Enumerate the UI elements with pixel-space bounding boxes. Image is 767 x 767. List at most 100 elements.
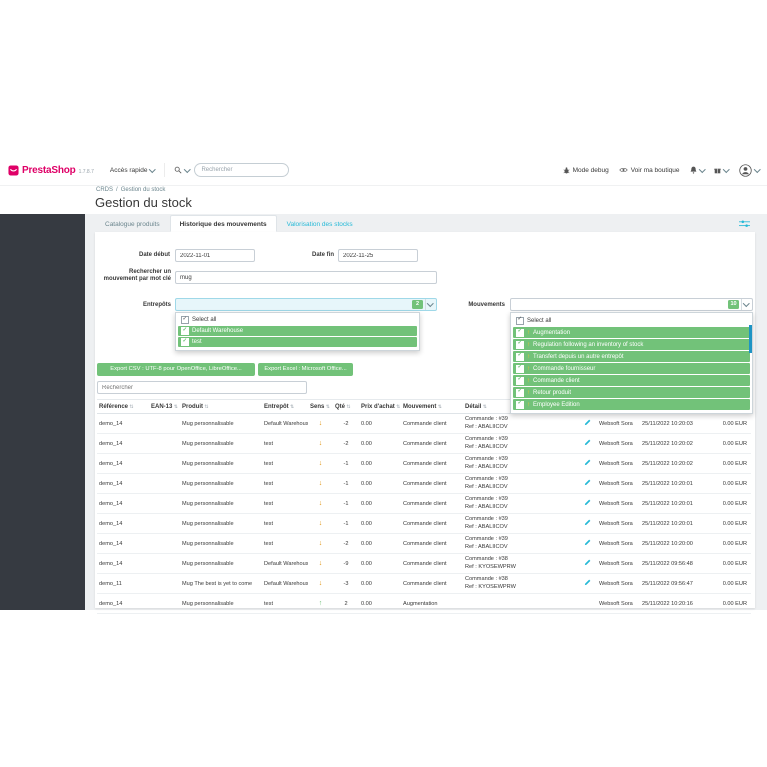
date-start-input[interactable] (175, 249, 255, 262)
column-header[interactable]: Référence (97, 400, 149, 414)
table-row[interactable]: demo_14 Mug personnalisable test -1 0.00… (97, 494, 751, 514)
warehouses-multiselect[interactable]: 2 (175, 298, 437, 311)
dropdown-scrollbar[interactable] (749, 325, 752, 353)
edit-pencil-icon[interactable] (584, 419, 591, 426)
cell-movement: Commande client (401, 554, 463, 574)
table-row[interactable]: demo_14 Mug personnalisable test -1 0.00… (97, 454, 751, 474)
table-row[interactable]: demo_14 Mug personnalisable test 2 0.00 … (97, 594, 751, 614)
column-header[interactable]: EAN-13 (149, 400, 180, 414)
table-row[interactable]: demo_14 Mug personnalisable Default Ware… (97, 554, 751, 574)
table-row[interactable]: demo_14 Mug personnalisable test -1 0.00… (97, 474, 751, 494)
detail-reference: Ref : ABALIICOV (465, 444, 580, 451)
column-header[interactable]: Mouvement (401, 400, 463, 414)
account-menu-button[interactable] (739, 164, 760, 177)
movements-caret-button[interactable] (741, 299, 751, 310)
chevron-down-icon (150, 166, 156, 172)
stock-tabs: Catalogue produits Historique des mouvem… (95, 215, 755, 232)
table-row[interactable]: demo_14 Mug personnalisable test -1 0.00… (97, 514, 751, 534)
movement-option[interactable]: Employee Edition (513, 399, 750, 410)
table-search-input[interactable] (97, 381, 307, 394)
cell-quantity: -1 (333, 454, 359, 474)
debug-mode-button[interactable]: Mode debug (563, 167, 609, 174)
warehouse-option[interactable]: test (178, 337, 417, 347)
cell-movement: Commande client (401, 434, 463, 454)
breadcrumb-section[interactable]: CRDS (96, 187, 113, 193)
warehouses-caret-button[interactable] (425, 299, 435, 310)
edit-pencil-icon[interactable] (584, 519, 591, 526)
movement-option[interactable]: Regulation following an inventory of sto… (513, 339, 750, 350)
cell-reference: demo_14 (97, 494, 149, 514)
direction-arrow-icon (319, 540, 323, 547)
checkbox-checked-icon[interactable] (516, 317, 524, 325)
cell-warehouse: Default Warehouse (262, 574, 308, 594)
movement-option[interactable]: Commande fournisseur (513, 363, 750, 374)
movement-option[interactable]: Retour produit (513, 387, 750, 398)
warehouse-option[interactable]: Select all (178, 315, 417, 325)
edit-pencil-icon[interactable] (584, 479, 591, 486)
cell-reference: demo_11 (97, 574, 149, 594)
edit-pencil-icon[interactable] (584, 539, 591, 546)
column-header[interactable]: Prix d'achat (359, 400, 401, 414)
cell-employee: Websoft Sora (597, 434, 640, 454)
cell-quantity: -3 (333, 574, 359, 594)
cell-employee: Websoft Sora (597, 514, 640, 534)
export-excel-button[interactable]: Export Excel : Microsoft Office... (258, 363, 353, 376)
column-header[interactable]: Produit (180, 400, 262, 414)
prestashop-logo-icon (8, 165, 19, 176)
global-search-input[interactable]: Rechercher (194, 163, 289, 177)
edit-pencil-icon[interactable] (584, 559, 591, 566)
movement-option-label: Augmentation (533, 330, 570, 336)
checkbox-checked-icon[interactable] (516, 365, 524, 373)
edit-pencil-icon[interactable] (584, 459, 591, 466)
column-header[interactable]: Entrepôt (262, 400, 308, 414)
tab[interactable]: Historique des mouvements (170, 215, 277, 232)
column-header[interactable]: Qté (333, 400, 359, 414)
checkbox-checked-icon[interactable] (516, 353, 524, 361)
cell-edit (582, 414, 597, 434)
cell-direction (308, 574, 333, 594)
edit-pencil-icon[interactable] (584, 579, 591, 586)
warehouse-option[interactable]: Default Warehouse (178, 326, 417, 336)
checkbox-checked-icon[interactable] (181, 316, 189, 324)
detail-order: Commande : #39 (465, 416, 580, 423)
announcements-button[interactable] (714, 167, 729, 174)
checkbox-checked-icon[interactable] (516, 341, 524, 349)
table-row[interactable]: demo_14 Mug personnalisable test -2 0.00… (97, 534, 751, 554)
tab[interactable]: Catalogue produits (95, 215, 170, 232)
cell-product: Mug The best is yet to come (180, 574, 262, 594)
movement-option[interactable]: Commande client (513, 375, 750, 386)
checkbox-checked-icon[interactable] (516, 389, 524, 397)
movement-option[interactable]: Augmentation (513, 327, 750, 338)
view-shop-button[interactable]: Voir ma boutique (619, 167, 680, 174)
movements-multiselect[interactable]: 10 (510, 298, 753, 311)
tab[interactable]: Valorisation des stocks (277, 215, 363, 232)
movement-arrow-icon (527, 378, 530, 384)
edit-pencil-icon[interactable] (584, 499, 591, 506)
checkbox-checked-icon[interactable] (181, 327, 189, 335)
stock-settings-button[interactable] (739, 215, 755, 232)
movement-option[interactable]: Select all (513, 315, 750, 326)
column-header[interactable]: Sens (308, 400, 333, 414)
checkbox-checked-icon[interactable] (516, 329, 524, 337)
export-csv-button[interactable]: Export CSV : UTF-8 pour OpenOffice, Libr… (97, 363, 255, 376)
date-end-input[interactable] (338, 249, 418, 262)
checkbox-checked-icon[interactable] (181, 338, 189, 346)
chevron-down-icon (754, 166, 760, 172)
quick-access-menu[interactable]: Accès rapide (110, 167, 155, 174)
table-row[interactable]: demo_14 Mug personnalisable Default Ware… (97, 414, 751, 434)
notifications-button[interactable] (690, 166, 705, 174)
movement-option-label: Commande client (533, 378, 580, 384)
movement-option[interactable]: Transfert depuis un autre entrepôt (513, 351, 750, 362)
prestashop-logo[interactable]: PrestaShop 1.7.8.7 (8, 165, 94, 176)
table-row[interactable]: demo_11 Mug The best is yet to come Defa… (97, 574, 751, 594)
movement-arrow-icon (527, 366, 530, 372)
detail-reference: Ref : KYOSEWPRW (465, 564, 580, 571)
table-row[interactable]: demo_14 Mug personnalisable test -2 0.00… (97, 434, 751, 454)
detail-reference: Ref : KYOSEWPRW (465, 584, 580, 591)
edit-pencil-icon[interactable] (584, 439, 591, 446)
main-menu-sidebar[interactable] (0, 214, 85, 610)
checkbox-checked-icon[interactable] (516, 377, 524, 385)
search-scope-selector[interactable] (174, 166, 190, 174)
keyword-input[interactable] (175, 271, 437, 284)
checkbox-checked-icon[interactable] (516, 401, 524, 409)
